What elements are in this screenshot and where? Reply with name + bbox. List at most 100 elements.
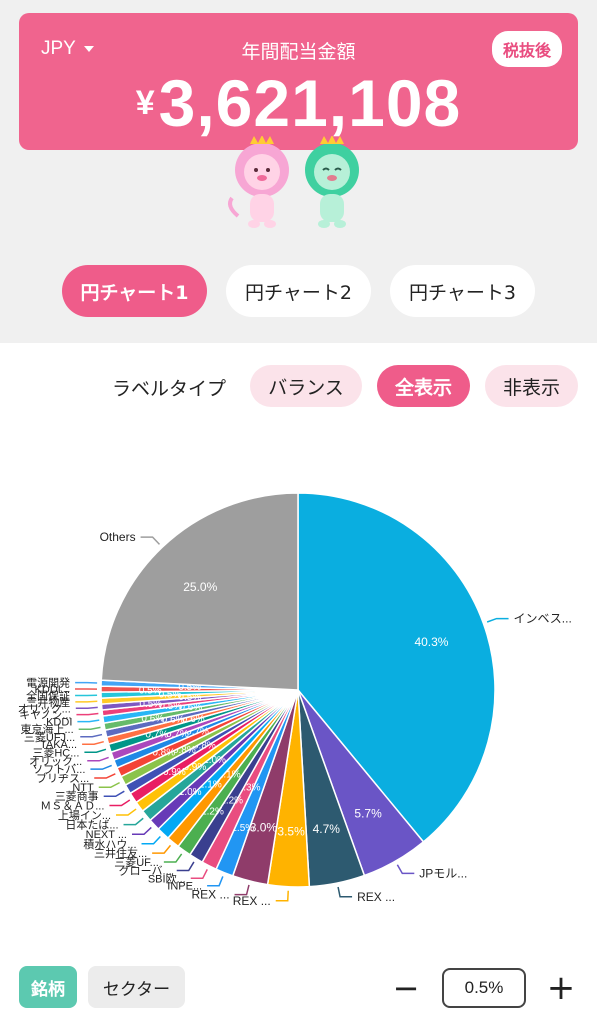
slice-leader-line — [275, 890, 289, 902]
tax-toggle-badge[interactable]: 税抜後 — [491, 31, 562, 67]
slice-percent-label: 0.7% — [166, 729, 189, 740]
slice-name-label: 電源開発 — [26, 676, 70, 690]
slice-percent-label: 3.5% — [277, 825, 305, 839]
slice-leader-line — [141, 835, 161, 845]
label-option-show-all[interactable]: 全表示 — [377, 365, 470, 407]
slice-leader-line — [337, 886, 353, 898]
slice-percent-label: 0.9% — [163, 767, 186, 778]
bottom-controls: 銘柄 セクター − 0.5% + — [0, 966, 597, 1010]
slice-percent-label: 0.6% — [141, 713, 164, 724]
slice-name-label: ＭＳ＆ＡＤ... — [40, 801, 104, 813]
slice-leader-line — [190, 869, 208, 880]
slice-name-label: KDDI — [46, 717, 72, 729]
slice-name-label: INPE... — [167, 881, 202, 893]
slice-leader-line — [98, 781, 120, 788]
slice-percent-label: 0.5% — [139, 699, 162, 710]
slice-name-label: 三井物産 — [26, 695, 70, 709]
annual-dividend-title: 年間配当金額 — [241, 41, 356, 63]
decrease-threshold-button[interactable]: − — [392, 969, 420, 1007]
slice-percent-label: 0.5% — [178, 682, 201, 693]
slice-percent-label: 0.5% — [159, 689, 182, 700]
slice-leader-line — [109, 799, 131, 807]
slice-percent-label: 25.0% — [183, 580, 217, 594]
slice-leader-line — [116, 808, 137, 816]
annual-dividend-amount: ¥3,621,108 — [19, 65, 578, 141]
slice-leader-line — [140, 536, 161, 545]
slice-name-label: NEXT ... — [86, 829, 127, 841]
slice-percent-label: 1.2% — [201, 806, 224, 817]
tab-pie-chart-2[interactable]: 円チャート2 — [226, 265, 371, 317]
slice-percent-label: 3.0% — [250, 821, 278, 835]
slice-percent-label: 0.8% — [152, 748, 175, 759]
slice-name-label: オリック... — [18, 702, 71, 715]
slice-percent-label: 40.3% — [414, 635, 448, 649]
slice-name-label: 三井住友... — [94, 846, 147, 860]
dividend-summary-card: JPY 年間配当金額 税抜後 ¥3,621,108 — [19, 13, 578, 150]
slice-percent-label: 0.8% — [193, 741, 216, 752]
slice-percent-label: 0.5% — [159, 701, 182, 712]
caret-down-icon — [83, 45, 94, 52]
slice-percent-label: 0.7% — [186, 727, 209, 738]
slice-name-label: JPモル... — [419, 866, 467, 880]
increase-threshold-button[interactable]: + — [546, 968, 576, 1008]
slice-leader-line — [163, 853, 183, 863]
slice-percent-label: 4.7% — [313, 822, 341, 836]
slice-leader-line — [94, 773, 116, 779]
slice-percent-label: 1.2% — [220, 796, 243, 807]
slice-name-label: オリック... — [29, 755, 82, 768]
currency-selector[interactable]: JPY — [41, 38, 94, 60]
slice-leader-line — [77, 719, 100, 723]
slice-name-label: REX ... — [233, 894, 271, 908]
slice-name-label: 三菱UF... — [114, 856, 159, 869]
slice-leader-line — [90, 764, 112, 770]
slice-name-label: 全国保証 — [26, 688, 70, 702]
slice-percent-label: 1.0% — [179, 787, 202, 798]
slice-leader-line — [152, 844, 172, 854]
tab-by-sector[interactable]: セクター — [88, 966, 185, 1008]
slice-name-label: グローバ... — [119, 863, 172, 877]
slice-leader-line — [75, 700, 98, 703]
green-lion-icon — [305, 136, 359, 228]
threshold-value-field[interactable]: 0.5% — [442, 968, 526, 1008]
slice-percent-label: 5.7% — [354, 806, 382, 820]
label-option-balance[interactable]: バランス — [250, 365, 362, 407]
slice-percent-label: 1.1% — [199, 779, 222, 790]
slice-name-label: REX ... — [192, 888, 230, 902]
slice-leader-line — [84, 748, 107, 754]
slice-leader-line — [123, 817, 144, 826]
dividend-pie-chart: 40.3% インベス... 5.7% JPモル... 4.7% REX ... 3.5% RE… — [18, 492, 572, 908]
slice-percent-label: 0.6% — [162, 714, 185, 725]
slice-percent-label: 0.6% — [182, 714, 205, 725]
slice-name-label: TAKA... — [40, 739, 77, 751]
slice-leader-line — [207, 876, 224, 887]
slice-name-label: NTT — [72, 782, 94, 794]
label-type-title: ラベルタイプ — [112, 378, 227, 400]
slice-percent-label: 1.3% — [238, 783, 261, 794]
slice-name-label: 三菱商事 — [55, 789, 99, 803]
slice-percent-label: 0.5% — [139, 685, 162, 696]
pie-chart-tabs: 円チャート1 円チャート2 円チャート3 — [0, 265, 597, 317]
slice-leader-line — [76, 712, 99, 716]
tab-pie-chart-1[interactable]: 円チャート1 — [62, 265, 207, 317]
slice-percent-label: 1.1% — [218, 770, 241, 781]
slice-percent-label: 0.6% — [179, 702, 202, 713]
slice-name-label: キヤノン... — [19, 710, 71, 722]
slice-name-label: REX ... — [357, 890, 395, 904]
slice-percent-label: 0.7% — [145, 730, 168, 741]
tab-by-stock[interactable]: 銘柄 — [19, 966, 77, 1008]
slice-name-label: 三菱UFJ... — [24, 731, 75, 744]
slice-name-label: 上場イン... — [58, 809, 111, 822]
slice-leader-line — [234, 884, 250, 896]
pie-slice[interactable] — [297, 492, 496, 843]
label-option-hide[interactable]: 非表示 — [485, 365, 578, 407]
slice-percent-label: 1.0% — [203, 755, 226, 766]
lion-mascots-illustration — [228, 136, 359, 228]
tab-pie-chart-3[interactable]: 円チャート3 — [390, 265, 535, 317]
slice-percent-label: 0.8% — [173, 745, 196, 756]
slice-leader-line — [75, 706, 98, 710]
pie-slice[interactable] — [100, 492, 299, 691]
slice-name-label: KDDI... — [35, 684, 70, 696]
slice-name-label: ブリヂス... — [36, 771, 89, 785]
slice-leader-line — [132, 826, 152, 835]
slice-name-label: 積水ハウ... — [83, 837, 136, 851]
